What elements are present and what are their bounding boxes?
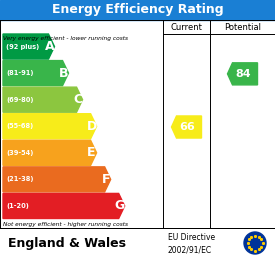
Text: (69-80): (69-80) <box>6 97 34 103</box>
Text: (1-20): (1-20) <box>6 203 29 209</box>
Text: D: D <box>86 120 97 133</box>
Text: England & Wales: England & Wales <box>8 237 126 249</box>
Text: G: G <box>115 199 125 213</box>
Text: A: A <box>45 40 54 53</box>
Text: 84: 84 <box>236 69 251 79</box>
Bar <box>0 0 275 20</box>
Text: C: C <box>73 93 82 106</box>
Polygon shape <box>172 116 202 138</box>
Circle shape <box>244 232 266 254</box>
Text: Current: Current <box>170 22 202 31</box>
Text: Very energy efficient - lower running costs: Very energy efficient - lower running co… <box>3 36 128 41</box>
Text: 2002/91/EC: 2002/91/EC <box>168 245 212 254</box>
Polygon shape <box>3 87 82 112</box>
Text: EU Directive: EU Directive <box>168 233 215 242</box>
Polygon shape <box>3 140 97 165</box>
Text: (55-68): (55-68) <box>6 123 33 129</box>
Text: Energy Efficiency Rating: Energy Efficiency Rating <box>52 4 223 17</box>
Text: 66: 66 <box>180 122 195 132</box>
Polygon shape <box>3 194 125 219</box>
Text: Potential: Potential <box>224 22 261 31</box>
Polygon shape <box>3 61 68 86</box>
Text: (81-91): (81-91) <box>6 70 34 76</box>
Text: (21-38): (21-38) <box>6 176 34 182</box>
Text: Not energy efficient - higher running costs: Not energy efficient - higher running co… <box>3 222 128 227</box>
Polygon shape <box>227 63 257 85</box>
Text: (39-54): (39-54) <box>6 150 33 156</box>
Text: E: E <box>87 146 96 159</box>
Polygon shape <box>3 167 111 192</box>
Text: (92 plus): (92 plus) <box>6 44 39 50</box>
Polygon shape <box>3 34 54 59</box>
Text: B: B <box>59 67 68 80</box>
Polygon shape <box>3 114 97 139</box>
Text: F: F <box>101 173 110 186</box>
